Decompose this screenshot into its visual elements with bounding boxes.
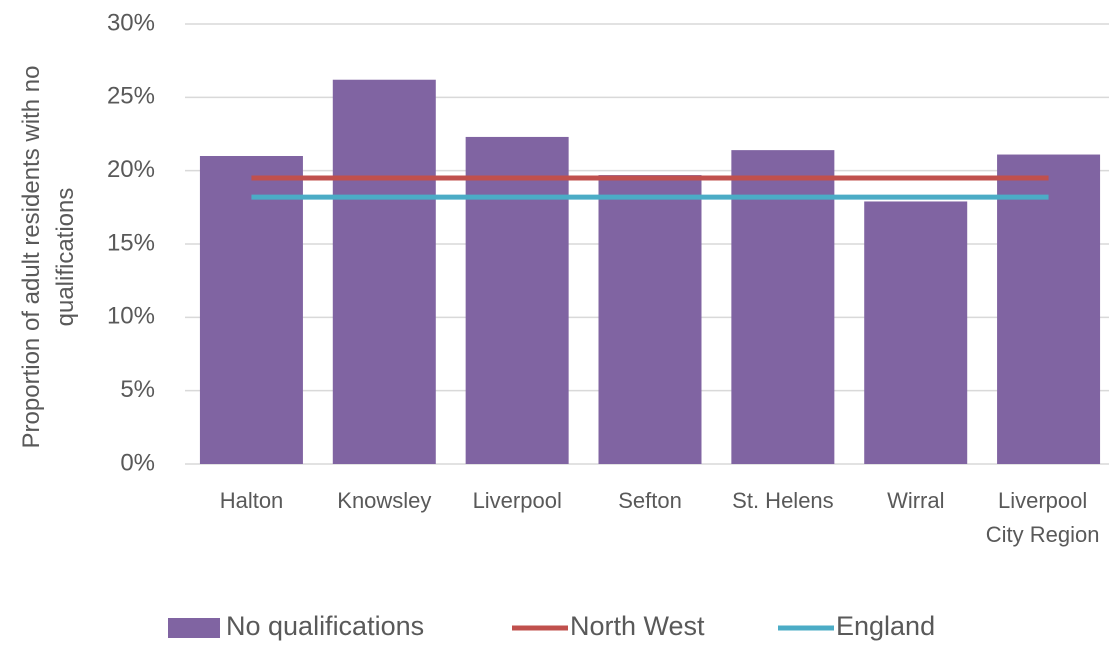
bar <box>864 201 968 464</box>
y-axis-label: Proportion of adult residents with no qu… <box>18 65 79 449</box>
x-tick-label: Sefton <box>618 488 682 513</box>
x-tick-label: Liverpool <box>472 488 562 513</box>
bar <box>199 156 303 464</box>
y-tick-label: 0% <box>120 449 155 476</box>
x-tick-label: Wirral <box>887 488 945 513</box>
bar <box>465 136 569 464</box>
bar <box>332 79 436 464</box>
bar <box>598 175 702 465</box>
legend-label: North West <box>570 611 705 641</box>
x-tick-label: Knowsley <box>337 488 432 513</box>
legend-swatch <box>168 618 220 638</box>
x-tick-label: Liverpool City Region <box>985 488 1100 547</box>
x-tick-label: Halton <box>219 488 284 513</box>
y-tick-label: 10% <box>107 303 155 330</box>
x-tick-label: St. Helens <box>732 488 834 513</box>
legend-label: England <box>836 611 935 641</box>
bar <box>997 154 1101 465</box>
y-tick-label: 30% <box>107 9 155 36</box>
y-tick-label: 25% <box>107 83 155 110</box>
y-tick-label: 15% <box>107 229 155 256</box>
bar <box>731 150 835 464</box>
legend-label: No qualifications <box>226 611 424 641</box>
y-tick-label: 5% <box>120 376 155 403</box>
y-tick-label: 20% <box>107 156 155 183</box>
